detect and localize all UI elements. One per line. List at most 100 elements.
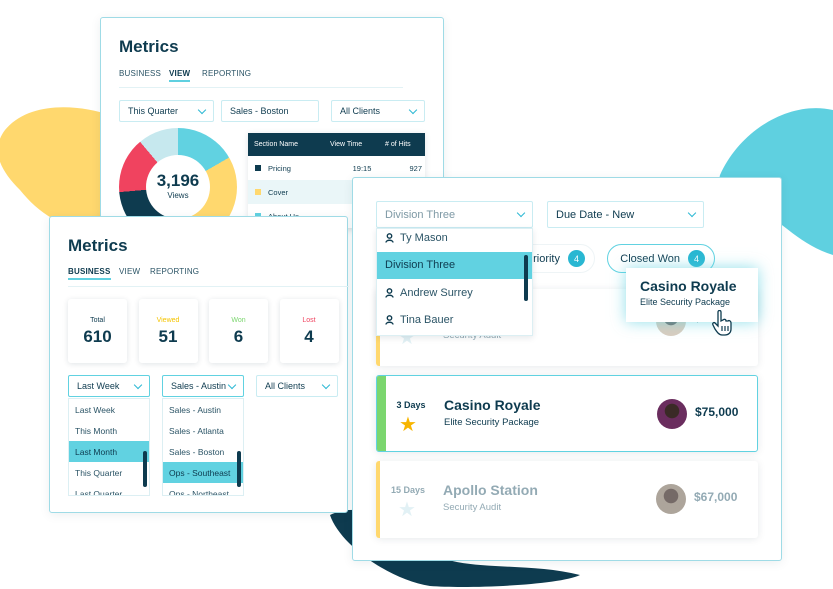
status-bar — [376, 461, 380, 538]
dropdown-option[interactable]: Last Month — [69, 441, 149, 462]
dropdown-option[interactable]: Division Three — [377, 251, 532, 279]
deal-card[interactable]: 15 Days ★ Apollo Station Security Audit $67,… — [376, 461, 758, 538]
stat-value: 610 — [83, 327, 112, 346]
client-select-value: All Clients — [265, 381, 306, 391]
scrollbar[interactable] — [524, 255, 528, 301]
chevron-down-icon — [516, 208, 526, 218]
dropdown-option[interactable]: Andrew Surrey — [377, 279, 532, 307]
status-bar — [377, 376, 386, 451]
tab-business[interactable]: BUSINESS — [68, 267, 111, 280]
period-select[interactable]: This Quarter — [119, 100, 214, 122]
deal-card[interactable]: 3 Days ★ Casino Royale Elite Security Packa… — [376, 375, 758, 452]
chip-count-badge: 4 — [688, 250, 705, 267]
header-view-time: View Time — [330, 141, 363, 148]
tab-view[interactable]: VIEW — [119, 267, 141, 276]
section-name: Cover — [268, 187, 289, 197]
sort-select[interactable]: Due Date - New — [547, 201, 704, 228]
business-metrics-panel: Metrics BUSINESS VIEW REPORTING Total 610… — [49, 216, 349, 513]
chevron-down-icon — [227, 380, 237, 389]
period-select-value: Last Week — [77, 381, 120, 391]
views-count: 3,196 — [156, 171, 200, 190]
dropdown-option[interactable]: Tina Bauer — [377, 307, 532, 335]
view-time: 19:15 — [352, 163, 372, 173]
panel-title: Metrics — [119, 37, 179, 56]
dropdown-option[interactable]: Ops - Southeast — [163, 462, 243, 483]
stat-card-total: Total 610 — [68, 299, 127, 363]
sort-select-value: Due Date - New — [556, 208, 635, 221]
tab-business[interactable]: BUSINESS — [119, 69, 162, 78]
user-icon — [385, 287, 394, 298]
tooltip-title: Casino Royale — [640, 278, 737, 294]
tooltip-subtitle: Elite Security Package — [640, 297, 731, 307]
chevron-down-icon — [197, 105, 207, 114]
chevron-down-icon — [321, 380, 331, 389]
option-label: Ty Mason — [400, 231, 448, 244]
scrollbar[interactable] — [237, 451, 241, 487]
dropdown-option[interactable]: This Month — [75, 425, 118, 436]
option-label: Tina Bauer — [400, 314, 454, 327]
client-select[interactable]: All Clients — [331, 100, 425, 122]
user-icon — [385, 315, 394, 325]
client-select[interactable]: All Clients — [256, 375, 338, 397]
division-select[interactable]: Division Three — [376, 201, 533, 228]
stat-value: 6 — [233, 327, 244, 346]
stat-label: Won — [231, 317, 246, 324]
chevron-down-icon — [133, 380, 143, 389]
panel-title: Metrics — [68, 236, 128, 255]
team-select-value: Sales - Boston — [230, 106, 289, 116]
client-select-value: All Clients — [340, 106, 381, 116]
yellow-blob — [0, 107, 110, 231]
deal-name: Casino Royale — [444, 397, 541, 413]
tabs-divider — [119, 87, 403, 88]
team-options-list: Sales - Austin Sales - Atlanta Sales - Bos… — [162, 398, 244, 496]
dropdown-option[interactable]: Ty Mason — [377, 229, 532, 252]
dropdown-option[interactable]: This Quarter — [75, 467, 123, 478]
views-label: Views — [167, 191, 189, 200]
deal-package: Elite Security Package — [444, 417, 540, 428]
team-select[interactable]: Sales - Austin — [162, 375, 244, 397]
period-select[interactable]: Last Week — [68, 375, 150, 397]
division-select-value: Division Three — [385, 208, 456, 221]
deal-package: Security Audit — [443, 502, 502, 513]
hits: 927 — [409, 163, 422, 173]
dropdown-option[interactable]: Sales - Austin — [169, 404, 221, 415]
option-label: Division Three — [385, 259, 456, 272]
tabs-divider — [68, 286, 349, 287]
legend-swatch — [255, 189, 261, 195]
star-icon: ★ — [399, 414, 417, 436]
period-options-list: Last Week This Month Last Month This Quarte… — [68, 398, 150, 496]
dropdown-option[interactable]: Sales - Boston — [169, 446, 225, 457]
stat-card-lost: Lost 4 — [279, 299, 339, 363]
dropdown-option[interactable]: Sales - Atlanta — [169, 425, 224, 436]
stat-value: 51 — [158, 327, 178, 346]
dropdown-option[interactable]: Last Week — [75, 404, 116, 415]
days-label: 3 Days — [396, 400, 426, 410]
stat-label: Lost — [302, 317, 316, 324]
tab-reporting[interactable]: REPORTING — [150, 267, 200, 276]
deal-amount: $75,000 — [695, 405, 739, 419]
option-label: Andrew Surrey — [400, 286, 473, 299]
tab-view[interactable]: VIEW — [169, 69, 191, 82]
avatar — [656, 484, 686, 514]
team-select-value: Sales - Austin — [171, 381, 227, 391]
header-hits: # of Hits — [385, 141, 411, 148]
stat-label: Total — [90, 317, 105, 324]
dropdown-option[interactable]: Last Quarter — [75, 488, 123, 496]
stat-card-won: Won 6 — [209, 299, 268, 363]
tab-reporting[interactable]: REPORTING — [202, 69, 252, 78]
scrollbar[interactable] — [143, 451, 147, 487]
team-select[interactable]: Sales - Boston — [221, 100, 319, 122]
donut-center: 3,196 Views — [146, 155, 210, 219]
avatar — [657, 399, 687, 429]
division-options-list: Ty Mason Division Three Andrew Surrey Tina … — [376, 228, 533, 336]
header-section-name: Section Name — [254, 141, 298, 148]
deal-amount: $67,000 — [694, 490, 738, 504]
stat-label: Viewed — [156, 317, 180, 324]
table-row: Pricing 19:15 927 — [248, 156, 425, 180]
star-icon: ★ — [398, 499, 416, 521]
deal-name: Apollo Station — [443, 482, 538, 498]
deals-panel: Division Three Due Date - New Priority 4 C… — [352, 177, 782, 561]
dropdown-option[interactable]: Ops - Northeast — [169, 488, 229, 496]
period-select-value: This Quarter — [128, 106, 179, 116]
